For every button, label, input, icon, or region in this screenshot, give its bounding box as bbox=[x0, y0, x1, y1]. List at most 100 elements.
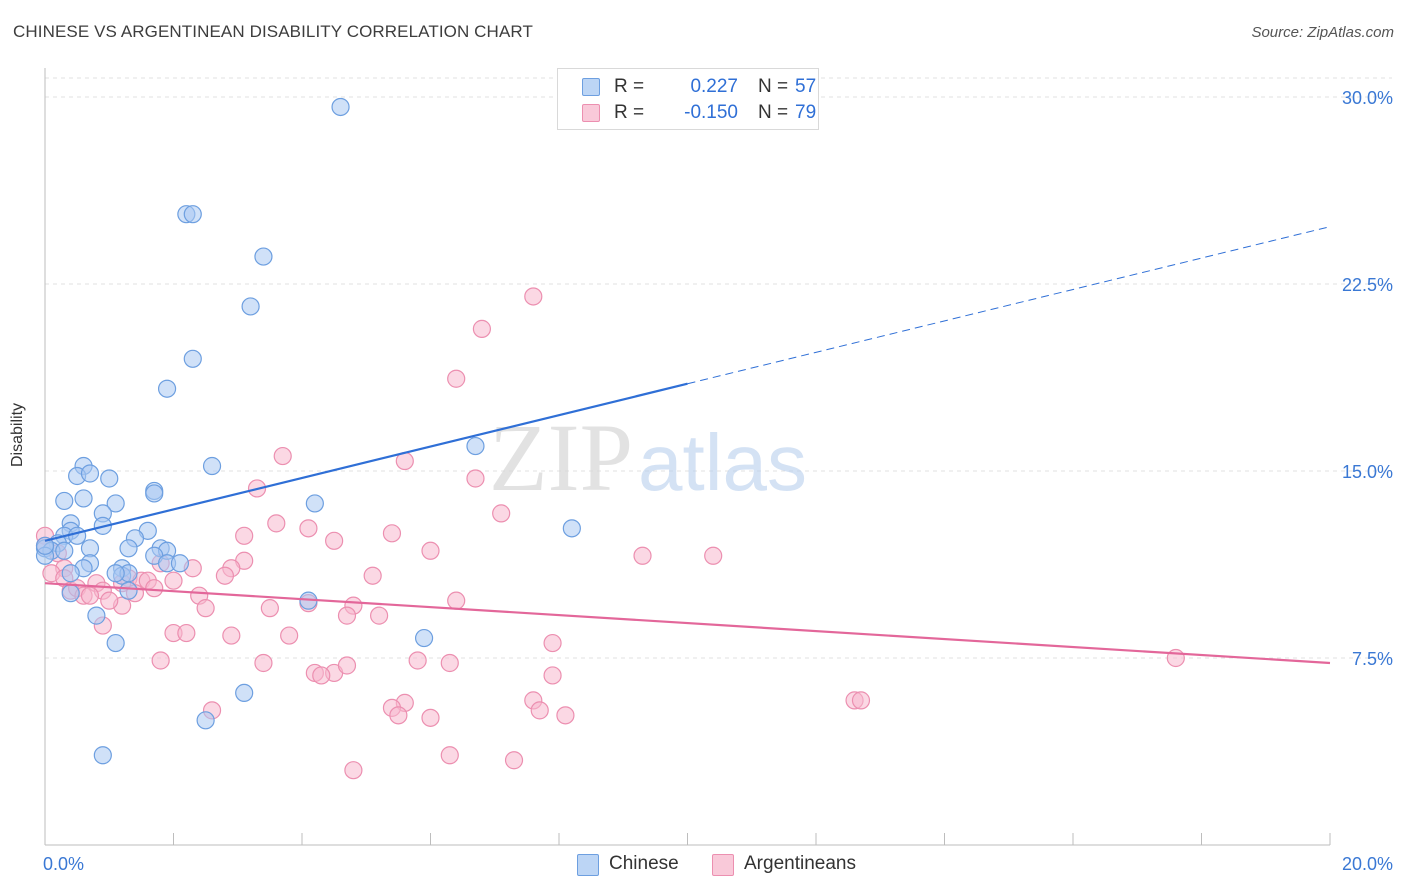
chinese-point bbox=[35, 536, 55, 555]
chinese-point bbox=[183, 205, 202, 224]
argentinean-point bbox=[196, 599, 215, 618]
chinese-point bbox=[87, 606, 106, 625]
watermark-zip: ZIP bbox=[489, 404, 633, 511]
argentinean-point bbox=[222, 626, 241, 645]
r-label: R = bbox=[614, 76, 645, 97]
argentinean-point bbox=[260, 599, 279, 618]
argentinean-point bbox=[164, 571, 183, 590]
argentinean-point bbox=[299, 519, 318, 538]
argentinean-point bbox=[254, 653, 273, 673]
watermark: ZIP atlas bbox=[489, 404, 807, 511]
argentinean-point bbox=[408, 651, 427, 670]
chart-title: CHINESE VS ARGENTINEAN DISABILITY CORREL… bbox=[13, 22, 533, 41]
chinese-point bbox=[100, 469, 119, 488]
r-value: 0.227 bbox=[690, 76, 738, 97]
chinese-point bbox=[235, 683, 254, 703]
argentinean-point bbox=[267, 514, 286, 533]
watermark-atlas: atlas bbox=[638, 418, 807, 507]
chinese-point bbox=[254, 247, 273, 266]
chinese-trend-line bbox=[44, 382, 688, 542]
chinese-point bbox=[196, 711, 215, 730]
chinese-point bbox=[68, 526, 87, 545]
chinese-point bbox=[55, 491, 74, 511]
chinese-point bbox=[106, 633, 125, 653]
argentinean-point bbox=[421, 541, 440, 560]
argentinean-point bbox=[325, 531, 344, 550]
argentinean-point bbox=[344, 761, 363, 780]
chinese-point bbox=[170, 554, 190, 573]
chinese-point bbox=[61, 564, 80, 583]
n-label: N = bbox=[758, 102, 789, 123]
argentinean-point bbox=[370, 606, 389, 625]
argentinean-legend-swatch bbox=[712, 854, 734, 876]
argentinean-swatch bbox=[582, 104, 600, 122]
argentinean-point bbox=[382, 524, 402, 543]
argentinean-point bbox=[151, 651, 170, 670]
chinese-point bbox=[331, 97, 350, 117]
chinese-point bbox=[414, 628, 434, 648]
argentinean-point bbox=[312, 666, 331, 685]
argentinean-point bbox=[337, 656, 357, 675]
chinese-point bbox=[80, 464, 100, 483]
chinese-legend-label: Chinese bbox=[609, 853, 679, 874]
y-tick-label: 15.0% bbox=[1342, 462, 1393, 482]
argentinean-legend-label: Argentineans bbox=[744, 853, 856, 874]
argentinean-point bbox=[466, 469, 485, 488]
y-tick-label: 7.5% bbox=[1352, 649, 1393, 669]
argentinean-point bbox=[704, 546, 723, 565]
chinese-point bbox=[157, 379, 177, 398]
argentinean-point bbox=[177, 623, 196, 643]
argentinean-point bbox=[530, 701, 549, 720]
argentinean-point bbox=[524, 287, 543, 306]
chinese-point bbox=[93, 746, 112, 765]
argentinean-point bbox=[273, 446, 292, 466]
argentinean-point bbox=[440, 653, 459, 673]
r-label: R = bbox=[614, 102, 645, 123]
argentinean-point bbox=[389, 706, 408, 725]
n-label: N = bbox=[758, 76, 789, 97]
chinese-point bbox=[183, 349, 202, 368]
chinese-point bbox=[119, 581, 138, 600]
argentinean-point bbox=[337, 606, 357, 625]
chinese-point bbox=[106, 564, 125, 583]
chinese-swatch bbox=[582, 78, 600, 96]
tick-labels: 7.5% 15.0% 22.5% 30.0% 0.0% 20.0% bbox=[43, 88, 1393, 874]
grid-lines bbox=[45, 77, 1392, 659]
argentinean-point bbox=[280, 626, 299, 645]
argentinean-point bbox=[492, 504, 511, 523]
argentinean-point bbox=[543, 666, 562, 685]
argentinean-point bbox=[851, 691, 871, 710]
argentinean-point bbox=[556, 706, 575, 725]
correlation-legend: R = 0.227 N = 57 R = -0.150 N = 79 bbox=[557, 68, 819, 130]
argentinean-point bbox=[543, 633, 562, 653]
trend-lines bbox=[44, 226, 1331, 665]
argentinean-point bbox=[421, 708, 440, 727]
chinese-point bbox=[562, 519, 581, 538]
x-tick-label-min: 0.0% bbox=[43, 854, 84, 874]
chinese-point bbox=[241, 297, 260, 316]
chinese-point bbox=[305, 494, 324, 513]
argentinean-point bbox=[633, 546, 652, 565]
argentinean-trend-line bbox=[44, 582, 1331, 665]
n-value: 57 bbox=[795, 76, 817, 97]
argentinean-point bbox=[472, 319, 491, 338]
chinese-point bbox=[106, 494, 125, 513]
chinese-point bbox=[466, 436, 485, 456]
chinese-point bbox=[55, 541, 74, 560]
n-value: 79 bbox=[795, 102, 817, 123]
chinese-trend-extension bbox=[687, 226, 1331, 385]
argentinean-point bbox=[80, 586, 100, 605]
argentinean-point bbox=[447, 369, 466, 388]
argentinean-point bbox=[145, 579, 164, 598]
axes bbox=[44, 68, 1331, 846]
chinese-legend-swatch bbox=[577, 854, 599, 876]
r-value: -0.150 bbox=[684, 102, 738, 123]
chinese-point bbox=[145, 484, 164, 503]
chinese-points bbox=[35, 97, 581, 765]
argentinean-point bbox=[504, 751, 524, 770]
source-label: Source: ZipAtlas.com bbox=[1251, 24, 1394, 41]
y-tick-label: 22.5% bbox=[1342, 275, 1393, 295]
y-tick-label: 30.0% bbox=[1342, 88, 1393, 108]
argentinean-point bbox=[363, 566, 382, 585]
